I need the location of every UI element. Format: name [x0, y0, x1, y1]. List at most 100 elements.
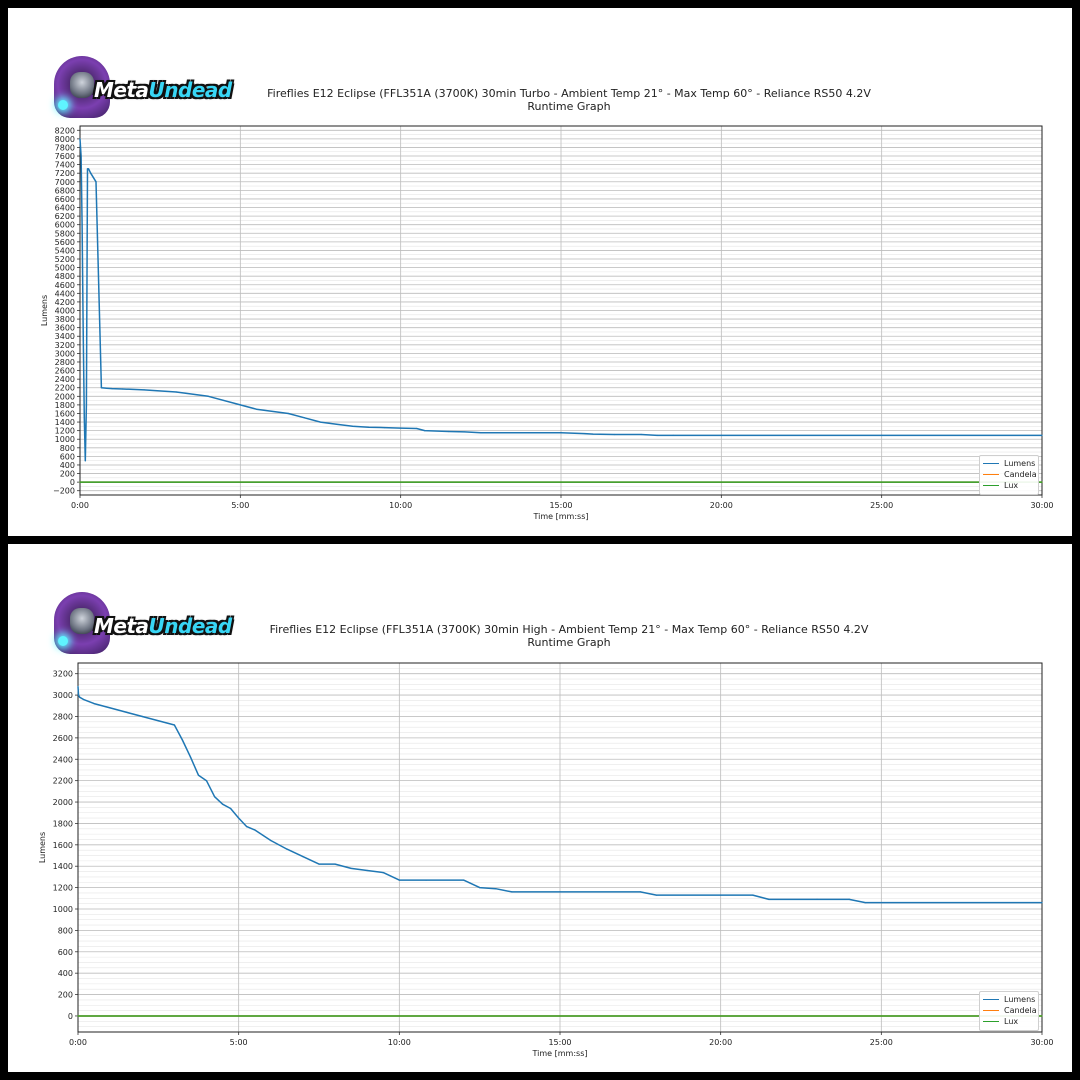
- data-point-lumens: [222, 803, 224, 805]
- data-point-lumens: [175, 391, 177, 393]
- x-tick-label: 10:00: [388, 1038, 411, 1047]
- data-point-lux: [1041, 1015, 1043, 1017]
- y-tick-label: 6000: [55, 221, 75, 230]
- x-tick-label: 15:00: [548, 1038, 571, 1047]
- data-point-lumens: [382, 872, 384, 874]
- x-tick-label: 5:00: [230, 1038, 248, 1047]
- y-tick-label: 6600: [55, 195, 75, 204]
- y-tick-label: 1600: [53, 841, 73, 850]
- y-tick-label: 2000: [53, 798, 73, 807]
- data-point-lumens: [143, 389, 145, 391]
- series-line-lumens: [77, 686, 1042, 904]
- x-tick-label: 20:00: [709, 1038, 732, 1047]
- y-tick-label: 800: [58, 926, 73, 935]
- data-point-lumens: [79, 138, 81, 140]
- data-point-lumens: [640, 433, 642, 436]
- y-tick-label: 5600: [55, 238, 75, 247]
- x-tick-label: 25:00: [870, 501, 893, 510]
- data-point-lumens: [528, 432, 530, 434]
- y-tick-label: 0: [68, 1012, 73, 1021]
- data-point-lumens: [511, 891, 513, 893]
- data-point-lumens: [584, 433, 586, 435]
- data-point-lumens: [655, 894, 658, 896]
- chart-title-text: Fireflies E12 Eclipse (FFL351A (3700K) 3…: [267, 87, 871, 100]
- y-tick-label: 6400: [55, 204, 75, 213]
- data-point-lumens: [366, 869, 368, 872]
- data-point-lumens: [270, 839, 272, 842]
- y-tick-label: 3000: [53, 691, 73, 700]
- data-point-lumens: [864, 901, 866, 904]
- y-tick-label: 3200: [53, 670, 73, 679]
- legend-item: Lux: [983, 1016, 1018, 1027]
- data-point-lumens: [82, 698, 84, 700]
- legend-item: Candela: [983, 1005, 1037, 1016]
- y-tick-label: 0: [70, 478, 75, 487]
- data-point-lumens: [207, 395, 209, 397]
- data-point-lumens: [496, 432, 498, 434]
- y-tick-label: 8200: [55, 126, 75, 135]
- y-tick-label: 2600: [53, 734, 73, 743]
- y-axis-label: Lumens: [40, 295, 49, 326]
- data-point-lumens: [479, 887, 481, 889]
- y-tick-label: 800: [60, 444, 75, 453]
- legend-item: Candela: [983, 469, 1037, 480]
- y-tick-label: 3800: [55, 315, 75, 324]
- legend-label: Candela: [1004, 470, 1037, 479]
- y-tick-label: 7000: [55, 178, 75, 187]
- y-tick-label: 7200: [55, 169, 75, 178]
- data-point-lumens: [335, 423, 338, 425]
- x-tick-label: 5:00: [231, 501, 249, 510]
- data-point-lumens: [109, 707, 111, 709]
- data-point-lumens: [881, 434, 883, 436]
- legend-swatch: [983, 474, 999, 475]
- y-tick-label: 3000: [55, 349, 75, 358]
- x-tick-label: 25:00: [870, 1038, 893, 1047]
- y-tick-label: 5000: [55, 264, 75, 273]
- legend-swatch: [983, 999, 999, 1000]
- data-point-lumens: [287, 412, 290, 415]
- legend-label: Candela: [1004, 1006, 1037, 1015]
- data-point-lumens: [400, 427, 402, 429]
- data-point-lumens: [213, 796, 216, 798]
- data-point-lumens: [90, 172, 92, 174]
- data-point-lumens: [238, 817, 240, 819]
- legend-swatch: [983, 485, 999, 486]
- data-point-lumens: [752, 894, 754, 896]
- data-point-lumens: [398, 879, 400, 881]
- y-axis-label: Lumens: [38, 832, 47, 863]
- data-point-lumens: [720, 894, 722, 896]
- y-tick-label: 8000: [55, 135, 75, 144]
- data-point-lumens: [302, 855, 304, 858]
- y-tick-label: 3400: [55, 332, 75, 341]
- y-tick-label: 1400: [53, 862, 73, 871]
- data-point-lumens: [141, 715, 143, 718]
- y-tick-label: 2200: [55, 384, 75, 393]
- legend-item: Lumens: [983, 994, 1035, 1005]
- flashlight-beam-icon: [58, 636, 68, 646]
- y-tick-label: 5800: [55, 229, 75, 238]
- data-point-lumens: [416, 427, 418, 430]
- y-tick-label: 1400: [55, 418, 75, 427]
- y-tick-label: 200: [60, 470, 75, 479]
- logo-wordmark: MetaUndead: [94, 614, 232, 638]
- legend-label: Lux: [1004, 481, 1019, 490]
- data-point-lumens: [720, 434, 722, 436]
- data-point-lumens: [95, 181, 97, 183]
- data-point-lumens: [560, 432, 562, 434]
- y-tick-label: 4400: [55, 289, 75, 298]
- chart-legend: Lumens Candela Lux: [979, 455, 1039, 495]
- data-point-lumens: [84, 460, 86, 462]
- data-point-lumens: [197, 774, 200, 776]
- y-tick-label: 2800: [53, 712, 73, 721]
- y-tick-label: 4800: [55, 272, 75, 281]
- data-point-lumens: [319, 421, 322, 423]
- data-point-lumens: [384, 427, 386, 429]
- data-point-lumens: [480, 432, 482, 434]
- y-tick-label: 6800: [55, 186, 75, 195]
- data-point-lumens: [318, 863, 320, 865]
- data-point-lumens: [239, 404, 241, 406]
- data-point-lumens: [106, 387, 108, 389]
- legend-swatch: [983, 1010, 999, 1011]
- data-point-lumens: [93, 703, 95, 705]
- logo-wordmark: MetaUndead: [94, 78, 232, 102]
